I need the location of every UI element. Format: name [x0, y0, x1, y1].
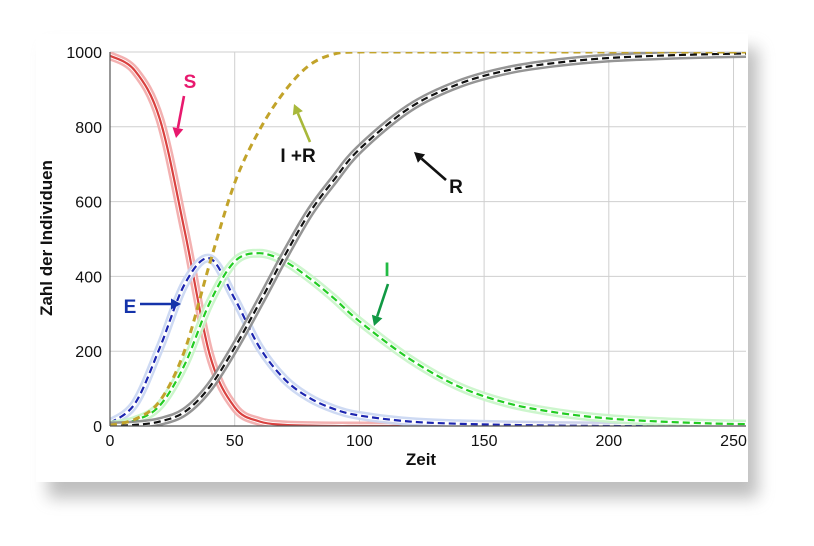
annotation-s: S: [172, 72, 197, 138]
y-tick-label: 600: [75, 195, 102, 212]
annotation-e-arrow-head: [171, 298, 181, 310]
annotation-i-r: I +R: [280, 104, 316, 167]
annotation-i-arrow-shaft: [375, 283, 390, 317]
annotation-r-arrow-shaft: [420, 157, 447, 181]
annotation-s-arrow-head: [172, 127, 184, 138]
x-tick-label: 200: [595, 433, 622, 450]
annotation-i-r-arrow-head: [292, 104, 303, 116]
series-i-line: [110, 252, 746, 426]
annotation-r-label: R: [449, 177, 463, 198]
annotation-s-label: S: [184, 72, 197, 93]
y-axis-title: Zahl der Individuen: [37, 160, 56, 316]
x-tick-label: 250: [720, 433, 747, 450]
x-tick-label: 100: [346, 433, 373, 450]
annotation-s-arrow-shaft: [176, 95, 186, 129]
annotation-e: E: [124, 297, 181, 318]
annotation-i: I: [371, 260, 390, 326]
y-tick-label: 0: [93, 419, 102, 436]
annotation-r: R: [414, 152, 463, 198]
axes: [109, 52, 746, 427]
x-tick-labels: 0 50 100 150 200 250: [106, 433, 747, 450]
y-tick-label: 200: [75, 344, 102, 361]
annotation-i-r-label: I +R: [280, 146, 316, 167]
annotation-r-arrow-head: [414, 152, 426, 163]
series-i-r-line: [110, 52, 746, 426]
x-tick-label: 50: [226, 433, 244, 450]
series-r-line: [110, 52, 746, 426]
y-tick-label: 1000: [66, 45, 102, 62]
annotation-e-label: E: [124, 297, 137, 318]
annotation-i-label: I: [384, 260, 389, 281]
x-tick-label: 0: [106, 433, 115, 450]
annotations: S I +R R I E: [124, 72, 463, 326]
grid: [110, 51, 746, 426]
annotation-i-arrow-head: [371, 314, 383, 326]
annotation-i-r-arrow-shaft: [296, 112, 312, 143]
y-tick-label: 800: [75, 120, 102, 137]
x-tick-label: 150: [471, 433, 498, 450]
y-tick-labels: 0 200 400 600 800 1000: [66, 45, 102, 436]
y-tick-label: 400: [75, 269, 102, 286]
x-axis-title: Zeit: [406, 450, 437, 469]
